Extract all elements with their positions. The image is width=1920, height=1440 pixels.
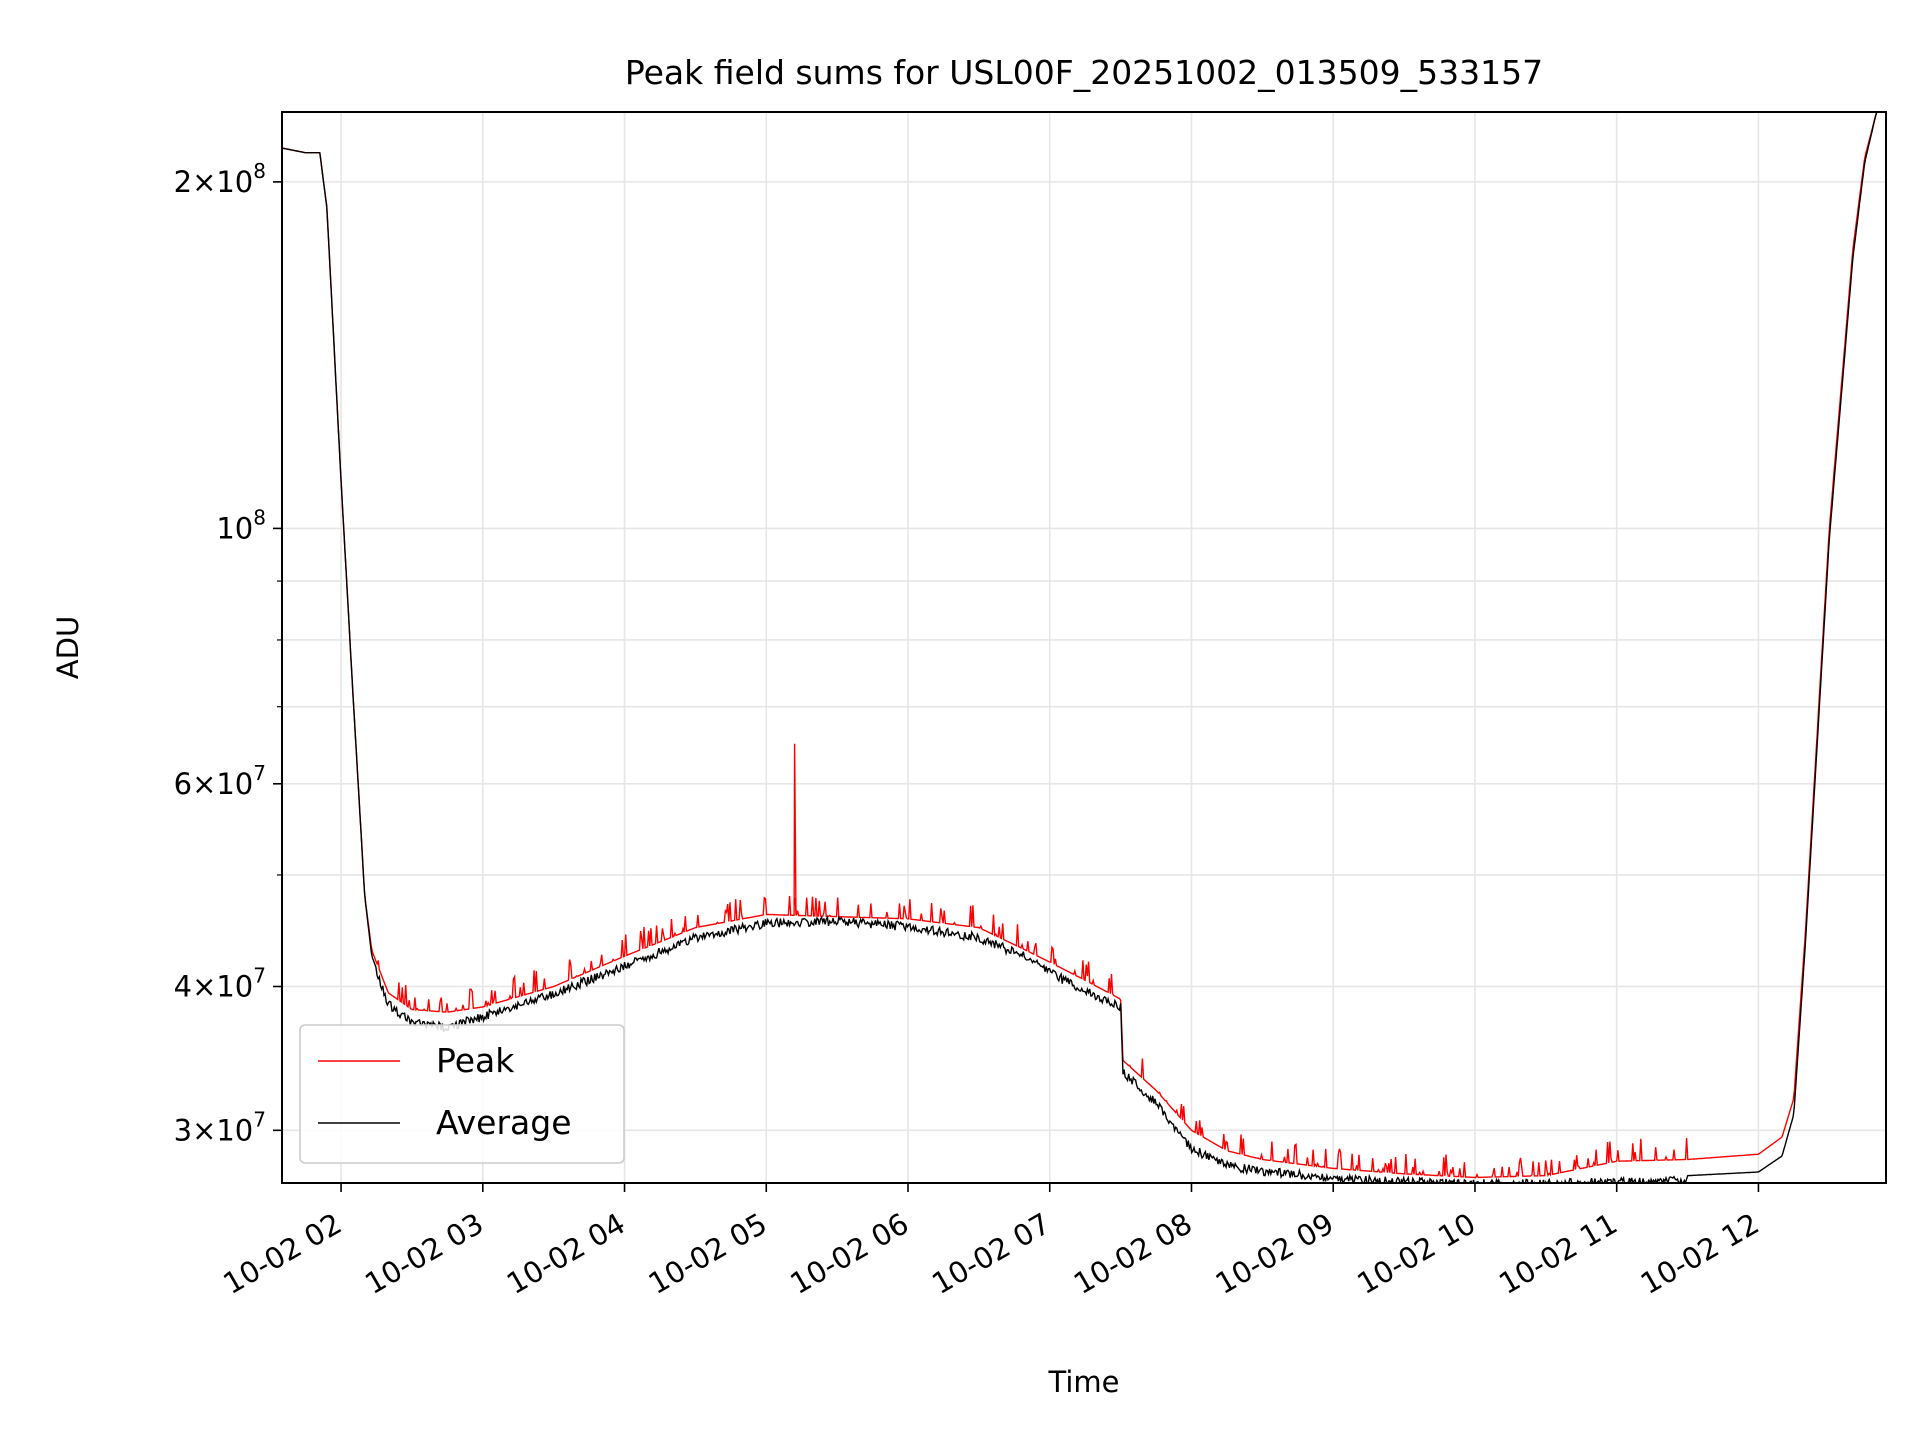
series-line-peak [282,112,1886,1179]
y-tick-exponent: 7 [253,1107,266,1131]
series-line-average [282,112,1886,1183]
chart-title: Peak field sums for USL00F_20251002_0135… [625,53,1543,92]
y-tick-mantissa: 3 [174,1113,192,1147]
legend: Peak Average [299,1024,625,1164]
y-tick-times: ×10 [192,165,253,199]
grid [282,112,1886,1183]
y-tick-exponent: 7 [253,761,266,785]
y-tick-mantissa: 2 [174,165,192,199]
x-axis-label: Time [1048,1365,1120,1399]
y-tick-label: 6×107 [174,761,266,801]
y-tick-times: ×10 [192,970,253,1004]
y-tick-times: ×10 [192,767,253,801]
y-tick-base: 10 [216,511,253,545]
series-layer [282,112,1886,1183]
y-tick-label: 108 [216,505,266,545]
y-tick-label: 2×108 [174,159,266,199]
y-tick-label: 3×107 [174,1107,266,1147]
y-tick-mantissa: 4 [174,970,192,1004]
y-tick-exponent: 8 [253,159,266,183]
y-tick-mantissa: 6 [174,767,192,801]
legend-box [299,1024,625,1164]
legend-label-average: Average [436,1103,572,1142]
y-tick-times: ×10 [192,1113,253,1147]
legend-label-peak: Peak [436,1041,515,1080]
plot-frame [281,111,1887,1184]
y-tick-exponent: 7 [253,964,266,988]
y-tick-label: 4×107 [174,964,266,1004]
y-axis-label: ADU [51,616,85,679]
y-tick-exponent: 8 [253,505,266,529]
